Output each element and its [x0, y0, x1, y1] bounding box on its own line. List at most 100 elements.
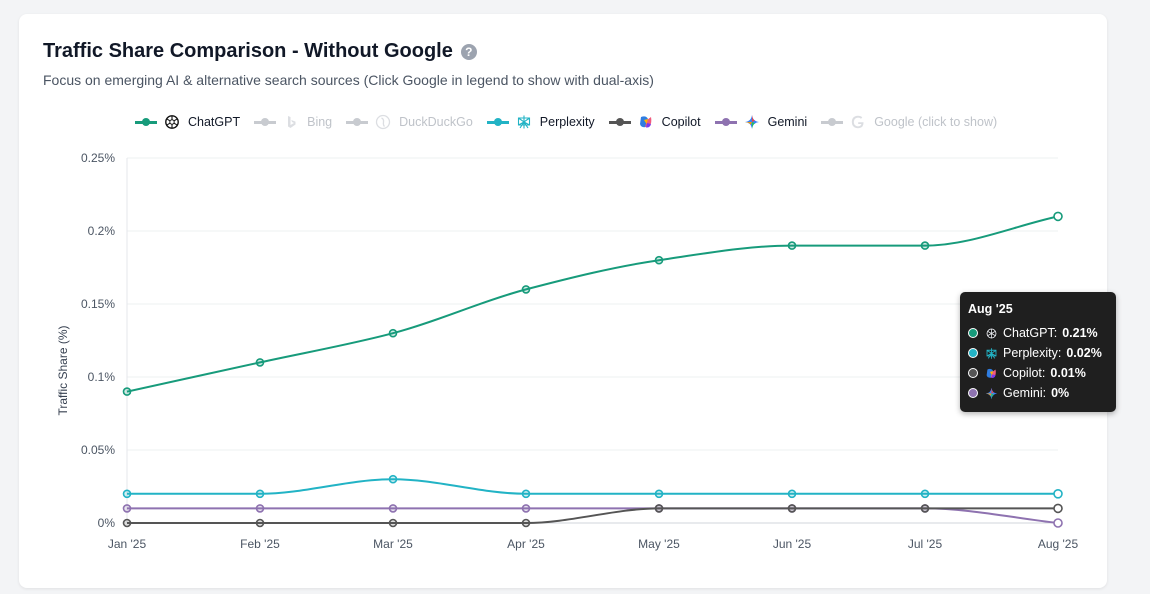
legend-item-perplexity[interactable]: Perplexity — [486, 114, 595, 130]
data-point-perplexity[interactable] — [654, 489, 664, 499]
tooltip-series-label: Copilot: — [1003, 366, 1046, 380]
tooltip-row: ChatGPT: 0.21% — [968, 326, 1098, 340]
bing-icon — [283, 114, 299, 130]
series-chatgpt — [122, 211, 1063, 396]
x-tick-label: Apr '25 — [507, 537, 545, 551]
data-point-chatgpt[interactable] — [521, 285, 531, 294]
data-point-copilot[interactable] — [255, 518, 265, 528]
chart-tooltip: Aug '25 ChatGPT: 0.21% Perplexity: 0.02% Cop… — [960, 292, 1116, 412]
series-line-perplexity — [127, 478, 1058, 495]
tooltip-series-label: Gemini: — [1003, 386, 1047, 400]
legend-symbol — [608, 117, 631, 127]
legend-item-bing[interactable]: Bing — [254, 114, 332, 130]
legend-label: Copilot — [661, 115, 701, 129]
data-point-copilot[interactable] — [787, 504, 797, 513]
data-point-perplexity[interactable] — [787, 489, 797, 499]
legend-symbol — [821, 117, 844, 127]
data-point-copilot[interactable] — [521, 518, 531, 528]
legend-label: Bing — [307, 115, 333, 129]
series-copilot — [122, 503, 1063, 528]
copilot-icon — [984, 366, 998, 380]
legend-label: Google (click to show) — [874, 115, 998, 129]
help-icon[interactable]: ? — [460, 43, 477, 60]
gemini-icon — [984, 386, 998, 400]
tooltip-series-value: 0% — [1051, 386, 1070, 400]
data-point-gemini[interactable] — [521, 504, 531, 513]
legend-symbol — [254, 117, 277, 127]
x-tick-label: Aug '25 — [1038, 537, 1079, 551]
legend-item-gemini[interactable]: Gemini — [714, 114, 808, 130]
data-point-chatgpt[interactable] — [787, 241, 797, 250]
data-point-perplexity[interactable] — [920, 489, 930, 499]
series-line-copilot — [126, 507, 1058, 525]
data-point-chatgpt[interactable] — [1053, 211, 1063, 222]
chart-subtitle: Focus on emerging AI & alternative searc… — [43, 72, 654, 88]
tooltip-series-dot — [968, 368, 978, 378]
data-point-copilot[interactable] — [388, 518, 398, 528]
perplexity-icon — [984, 346, 998, 360]
x-tick-label: Mar '25 — [373, 537, 413, 551]
legend-symbol — [486, 117, 509, 127]
y-tick-label: 0.1% — [88, 370, 116, 384]
series-line-chatgpt — [126, 215, 1059, 393]
y-tick-label: 0.25% — [81, 151, 115, 165]
x-tick-label: Feb '25 — [240, 537, 280, 551]
title-row: Traffic Share Comparison - Without Googl… — [43, 40, 477, 63]
chart-card: Traffic Share Comparison - Without Googl… — [19, 14, 1107, 588]
data-point-gemini[interactable] — [1053, 518, 1063, 528]
legend-item-chatgpt[interactable]: ChatGPT — [135, 114, 240, 130]
tooltip-row: Gemini: 0% — [968, 386, 1069, 400]
data-point-perplexity[interactable] — [122, 489, 132, 499]
tooltip-series-label: Perplexity: — [1003, 346, 1062, 360]
data-point-perplexity[interactable] — [388, 474, 398, 484]
legend-item-duckduckgo[interactable]: DuckDuckGo — [346, 114, 473, 130]
data-point-perplexity[interactable] — [1053, 488, 1063, 499]
data-point-chatgpt[interactable] — [255, 358, 265, 367]
data-point-chatgpt[interactable] — [654, 255, 664, 265]
tooltip-series-dot — [968, 388, 978, 398]
data-point-copilot[interactable] — [654, 504, 664, 513]
data-point-copilot[interactable] — [920, 504, 930, 513]
y-tick-label: 0.15% — [81, 297, 115, 311]
legend-label: Gemini — [767, 115, 808, 129]
data-point-chatgpt[interactable] — [122, 387, 132, 396]
tooltip-series-dot — [968, 348, 978, 358]
chatgpt-icon — [984, 326, 998, 340]
tooltip-series-label: ChatGPT: — [1003, 326, 1058, 340]
x-tick-label: Jun '25 — [773, 537, 812, 551]
perplexity-icon — [516, 114, 532, 130]
tooltip-series-dot — [968, 328, 978, 338]
data-point-chatgpt[interactable] — [920, 241, 930, 250]
chatgpt-icon — [164, 114, 180, 130]
legend-label: ChatGPT — [188, 115, 241, 129]
tooltip-row: Perplexity: 0.02% — [968, 346, 1102, 360]
tooltip-row: Copilot: 0.01% — [968, 366, 1086, 380]
y-axis-label: Traffic Share (%) — [56, 325, 70, 415]
tooltip-series-value: 0.01% — [1050, 366, 1086, 380]
data-point-copilot[interactable] — [1053, 503, 1063, 514]
google-icon — [850, 114, 866, 130]
y-tick-label: 0.05% — [81, 443, 115, 457]
data-point-gemini[interactable] — [122, 504, 132, 513]
data-point-perplexity[interactable] — [521, 489, 531, 499]
legend-item-google[interactable]: Google (click to show) — [821, 114, 997, 130]
data-point-gemini[interactable] — [388, 504, 398, 513]
legend-symbol — [135, 117, 157, 127]
legend-label: Perplexity — [539, 115, 595, 129]
data-point-chatgpt[interactable] — [388, 328, 398, 338]
y-tick-label: 0.2% — [88, 224, 116, 238]
data-point-perplexity[interactable] — [255, 489, 265, 499]
tooltip-series-value: 0.21% — [1062, 326, 1098, 340]
data-point-copilot[interactable] — [122, 518, 132, 528]
legend-item-copilot[interactable]: Copilot — [608, 114, 701, 130]
duckduckgo-icon — [375, 114, 391, 130]
data-point-gemini[interactable] — [255, 504, 265, 513]
legend-symbol — [714, 117, 737, 127]
legend-label: DuckDuckGo — [399, 115, 473, 129]
x-tick-label: Jan '25 — [108, 537, 147, 551]
chart-legend: ChatGPT Bing DuckDuckGo Perplexity Copilot Ge… — [135, 114, 1011, 130]
tooltip-title: Aug '25 — [968, 302, 1013, 316]
gemini-icon — [744, 114, 760, 130]
x-tick-label: Jul '25 — [908, 537, 943, 551]
